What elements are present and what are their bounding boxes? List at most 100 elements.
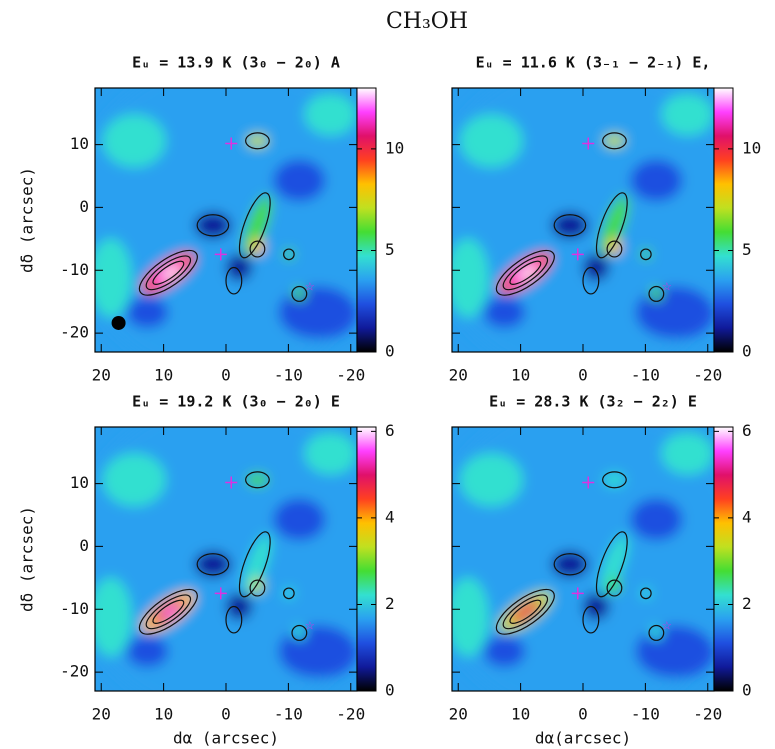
intensity-map: ☆ xyxy=(95,88,357,352)
panel: ☆ 20 10 0 -10 -20 -20 -10 0 10 0 2 4 6 Eᵤ = 19.2 K (3₀… xyxy=(18,393,395,748)
colorbar-tick-label: 5 xyxy=(742,240,752,259)
panel: ☆ 20 10 0 -10 -20 0 5 10 Eᵤ = 11.6 K (3₋₁ − 2₋₁) … xyxy=(449,54,762,385)
emission-feature xyxy=(661,432,714,475)
source-star: ☆ xyxy=(305,615,315,634)
emission-feature xyxy=(283,588,295,599)
contour xyxy=(152,599,185,624)
emission-feature xyxy=(162,265,180,280)
emission-feature xyxy=(95,238,132,318)
x-tick-label: 20 xyxy=(449,366,468,385)
x-tick-label: -10 xyxy=(631,705,660,724)
y-tick-label: 0 xyxy=(79,536,89,555)
emission-feature xyxy=(459,453,523,507)
y-tick-label: 10 xyxy=(70,134,89,153)
source-star: ☆ xyxy=(305,276,315,295)
x-tick-label: 10 xyxy=(154,366,173,385)
contour xyxy=(138,588,198,635)
x-tick-label: 20 xyxy=(92,705,111,724)
contour xyxy=(640,587,652,600)
emission-feature xyxy=(95,577,132,657)
contour xyxy=(152,260,185,285)
colorbar-tick-label: 0 xyxy=(385,681,395,700)
emission-feature xyxy=(635,286,714,339)
emission-feature xyxy=(583,593,610,620)
emission-feature xyxy=(603,473,625,487)
x-tick-label: 0 xyxy=(221,705,231,724)
emission-feature xyxy=(246,134,268,148)
contour xyxy=(582,605,600,634)
x-tick-label: -20 xyxy=(336,705,365,724)
emission-feature xyxy=(551,551,589,578)
contour xyxy=(502,594,549,630)
contour xyxy=(553,214,587,237)
y-tick-label: 0 xyxy=(79,197,89,216)
emission-feature xyxy=(519,265,537,280)
x-tick-label: 0 xyxy=(578,705,588,724)
emission-feature xyxy=(551,212,589,239)
emission-feature xyxy=(292,626,306,640)
emission-feature xyxy=(226,593,253,620)
emission-feature xyxy=(126,635,169,668)
emission-feature xyxy=(452,238,489,318)
x-tick-label: 20 xyxy=(92,366,111,385)
x-tick-label: 0 xyxy=(578,366,588,385)
x-tick-label: -20 xyxy=(693,705,722,724)
emission-feature xyxy=(635,625,714,678)
contour xyxy=(595,531,628,598)
x-tick-label: 10 xyxy=(154,705,173,724)
emission-feature xyxy=(304,432,357,475)
intensity-map: ☆ xyxy=(95,427,357,691)
x-tick-label: -10 xyxy=(631,366,660,385)
colorbar-tick-label: 5 xyxy=(385,240,395,259)
contour xyxy=(648,624,665,641)
colorbar-tick-label: 0 xyxy=(385,342,395,361)
emission-feature xyxy=(226,254,253,281)
contour xyxy=(238,192,271,259)
emission-feature xyxy=(194,212,232,239)
emission-feature xyxy=(661,93,714,136)
x-tick-label: -10 xyxy=(274,366,303,385)
emission-feature xyxy=(304,93,357,136)
x-axis-label: dα (arcsec) xyxy=(173,729,279,748)
emission-feature xyxy=(243,195,272,256)
contour xyxy=(249,579,266,597)
intensity-map: ☆ xyxy=(452,88,714,352)
x-tick-label: 0 xyxy=(221,366,231,385)
source-star: ☆ xyxy=(662,276,672,295)
y-tick-label: -10 xyxy=(60,599,89,618)
emission-feature xyxy=(603,134,625,148)
colorbar-tick-label: 10 xyxy=(742,138,761,157)
contour xyxy=(238,531,271,598)
colorbar xyxy=(713,87,734,353)
emission-feature xyxy=(278,286,357,339)
source-cross xyxy=(225,137,238,150)
panel-title: Eᵤ = 13.9 K (3₀ − 2₀) A xyxy=(132,54,340,72)
x-axis-label: dα(arcsec) xyxy=(535,729,631,748)
x-tick-label: -20 xyxy=(336,366,365,385)
colorbar-tick-label: 10 xyxy=(385,138,404,157)
source-cross xyxy=(214,587,227,600)
panel: ☆ 20 10 0 -10 -20 -20 -10 0 10 0 5 10 Eᵤ = 13.9 K (3₀… xyxy=(18,54,405,385)
emission-feature xyxy=(583,254,610,281)
emission-feature xyxy=(452,577,489,657)
emission-feature xyxy=(649,626,663,640)
emission-feature xyxy=(640,588,652,599)
emission-feature xyxy=(630,498,683,541)
contour xyxy=(283,587,295,600)
x-tick-label: 20 xyxy=(449,705,468,724)
emission-feature xyxy=(102,453,166,507)
emission-feature xyxy=(194,551,232,578)
contour xyxy=(509,260,542,285)
source-cross xyxy=(225,476,238,489)
contour xyxy=(595,192,628,259)
source-cross xyxy=(582,476,595,489)
beam xyxy=(111,315,126,330)
emission-feature xyxy=(126,296,169,329)
contour xyxy=(196,553,230,576)
y-tick-label: -20 xyxy=(60,662,89,681)
contour xyxy=(648,285,665,302)
emission-feature xyxy=(292,287,306,301)
emission-feature xyxy=(640,249,652,260)
emission-feature xyxy=(102,114,166,168)
contour xyxy=(502,255,549,291)
